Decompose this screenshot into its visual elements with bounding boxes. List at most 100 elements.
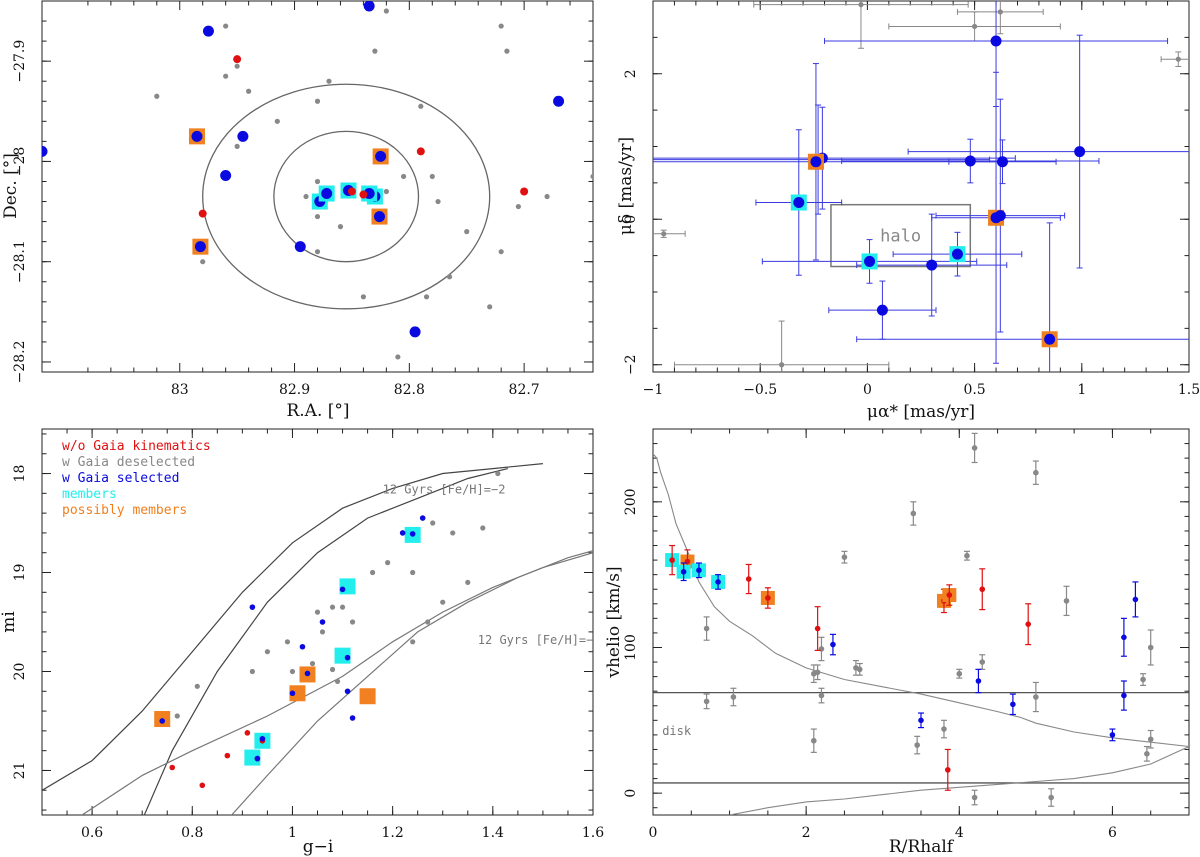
possible-member-star-point <box>375 150 387 162</box>
velocity-star-point <box>1109 732 1116 738</box>
y-tick-label: −28 <box>12 147 28 177</box>
color-magnitude-panel: 0.6 0.8 1 1.2 1.4 1.6 18 19 20 21 12 Gyrs [Fe/H]=−… <box>0 428 604 857</box>
selected-star-point <box>254 755 261 762</box>
member-box <box>244 749 261 766</box>
selected-star-point <box>344 654 351 661</box>
deselected-star-point <box>410 639 416 645</box>
deselected-star-point <box>429 173 435 180</box>
y-tick-label: −28.1 <box>12 240 28 283</box>
x-tick-label: 83 <box>171 382 189 398</box>
deselected-star-point <box>339 604 346 610</box>
x-tick-label: 1.2 <box>382 825 404 841</box>
x-tick-label: 1 <box>288 825 297 841</box>
deselected-star-point <box>410 569 416 576</box>
selected-star-point <box>363 1 375 12</box>
selected-star-point <box>994 210 1006 222</box>
y-tick-label: 21 <box>12 762 28 780</box>
deselected-star-point <box>370 569 376 576</box>
deselected-star-point <box>314 213 321 220</box>
deselected-star-point <box>303 193 309 200</box>
selected-star-point <box>951 248 963 260</box>
y-tick-label: 2 <box>623 69 639 78</box>
deselected-star-point <box>997 9 1003 15</box>
deselected-star-point <box>326 78 332 84</box>
velocity-star-point <box>680 568 687 575</box>
velocity-star-point <box>856 666 863 673</box>
velocity-star-point <box>1121 634 1127 641</box>
deselected-star-point <box>223 23 229 29</box>
deselected-star-point <box>337 224 344 230</box>
x-tick-label: 1.5 <box>1178 382 1200 398</box>
legend-item: w Gaia deselected <box>62 455 195 470</box>
possible-member-star-point <box>373 211 385 223</box>
velocity-star-point <box>1048 794 1054 801</box>
x-tick-label: 1.6 <box>582 825 604 841</box>
velocity-star-point <box>979 586 986 593</box>
velocity-star-point <box>975 678 982 684</box>
halo-label: halo <box>880 227 921 247</box>
selected-star-point <box>926 259 938 271</box>
deselected-star-point <box>590 173 593 180</box>
deselected-star-point <box>360 294 367 300</box>
member-star-point <box>321 188 333 200</box>
deselected-star-point <box>446 274 453 280</box>
proper-motion-panel: −1 −0.5 0 0.5 1 1.5 2 0 −2 halo μα* [mas/yr] μδ [ma… <box>616 0 1200 422</box>
velocity-star-point <box>1121 692 1127 699</box>
y-axis-label: mi <box>0 611 19 633</box>
selected-star-point <box>304 670 311 677</box>
selected-star-point <box>810 156 822 168</box>
y-tick-label: 19 <box>12 564 28 582</box>
deselected-star-point <box>309 660 316 667</box>
no-kinematics-star-point <box>224 752 231 759</box>
deselected-star-point <box>319 629 326 635</box>
no-kinematics-star-point <box>416 147 425 156</box>
selected-star-point <box>419 515 426 521</box>
velocity-star-point <box>669 557 675 563</box>
velocity-star-point <box>941 726 947 732</box>
velocity-star-point <box>814 625 821 632</box>
disk-velocity-curve-lower <box>729 745 1189 815</box>
deselected-star-point <box>464 229 470 235</box>
y-tick-label: 0 <box>623 215 639 224</box>
legend-item: possibly members <box>62 503 187 518</box>
x-tick-label: 6 <box>1108 825 1117 841</box>
deselected-star-point <box>385 560 391 566</box>
deselected-star-point <box>200 259 206 265</box>
deselected-star-point <box>602 219 607 224</box>
no-kinematics-star-point <box>198 209 207 218</box>
deselected-star-point <box>289 668 296 675</box>
possible-member-star-point <box>194 241 206 253</box>
deselected-star-point <box>383 8 389 14</box>
x-tick-label: 0.8 <box>181 825 203 841</box>
y-axis-label: Dec. [°] <box>1 153 21 219</box>
legend-item: w Gaia selected <box>62 471 179 486</box>
legend-item: w/o Gaia kinematics <box>62 439 211 454</box>
selected-star-point <box>990 35 1002 47</box>
selected-star-point <box>159 718 166 724</box>
deselected-star-point <box>284 639 291 645</box>
isochrone-label: 12 Gyrs [Fe/H]=−1 <box>478 633 601 647</box>
velocity-star-point <box>1132 596 1139 603</box>
deselected-star-point <box>349 619 356 625</box>
velocity-panel: 0 2 4 6 0 100 200 disk R/Rhalf vhelio [km/s] <box>604 428 1190 857</box>
selected-star-point <box>249 604 256 610</box>
selected-star-point <box>1074 146 1086 158</box>
velocity-star-point <box>964 552 970 559</box>
radec-panel: 83 82.9 82.8 82.7 −27.9 −28 −28.1 −28.2 R.A. [°]… <box>1 0 607 421</box>
deselected-star-point <box>334 678 341 684</box>
deselected-star-point <box>972 23 978 30</box>
deselected-star-point <box>329 666 336 673</box>
y-tick-label: −28.2 <box>12 341 28 384</box>
deselected-star-point <box>383 188 389 195</box>
x-tick-label: 4 <box>955 825 964 841</box>
velocity-star-point <box>696 567 702 574</box>
velocity-star-point <box>971 794 978 801</box>
no-kinematics-star-point <box>244 730 251 736</box>
deselected-star-point <box>430 520 436 526</box>
velocity-star-point <box>1140 676 1146 683</box>
y-axis-label: vhelio [km/s] <box>604 566 624 678</box>
velocity-star-point <box>1063 598 1070 604</box>
selected-star-point <box>1044 333 1056 345</box>
selected-star-point <box>864 255 876 267</box>
